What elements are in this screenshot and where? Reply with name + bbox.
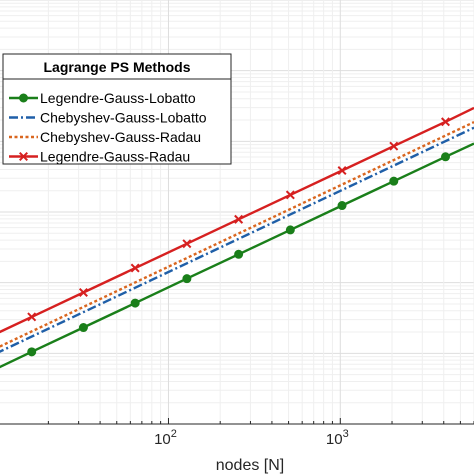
data-point <box>27 312 37 322</box>
x-tick-label: 103 <box>326 428 349 448</box>
x-ticks: 102 103 <box>47 418 474 448</box>
data-point <box>389 141 399 151</box>
data-point <box>130 263 140 273</box>
data-point <box>130 298 140 308</box>
data-point <box>337 201 347 211</box>
data-point <box>27 347 37 357</box>
legend-label-3: Chebyshev-Gauss-Radau <box>40 129 201 145</box>
legend: Lagrange PS Methods Legendre-Gauss-Lobat… <box>2 53 232 165</box>
data-point <box>285 225 295 235</box>
data-point <box>234 249 244 259</box>
data-point <box>285 190 295 200</box>
legend-entries: Legendre-Gauss-Lobatto Chebyshev-Gauss-Lo… <box>9 90 207 165</box>
data-point <box>441 152 451 162</box>
data-point <box>182 274 192 284</box>
legend-label-2: Chebyshev-Gauss-Lobatto <box>40 110 207 126</box>
series-line-2 <box>0 126 474 353</box>
legend-label-4: Legendre-Gauss-Radau <box>40 149 190 165</box>
data-point <box>78 287 88 297</box>
data-point <box>389 176 399 186</box>
series-markers <box>27 117 451 357</box>
legend-title: Lagrange PS Methods <box>43 59 190 75</box>
x-tick-label: 102 <box>154 428 177 448</box>
data-point <box>78 323 88 333</box>
legend-box <box>2 53 232 165</box>
data-point <box>441 117 451 127</box>
x-axis-label: nodes [N] <box>216 457 284 474</box>
data-point <box>234 214 244 224</box>
legend-marker-1 <box>19 93 28 103</box>
data-point <box>182 239 192 249</box>
data-point <box>337 166 347 176</box>
legend-label-1: Legendre-Gauss-Lobatto <box>40 90 196 106</box>
legend-marker-4 <box>18 151 29 162</box>
